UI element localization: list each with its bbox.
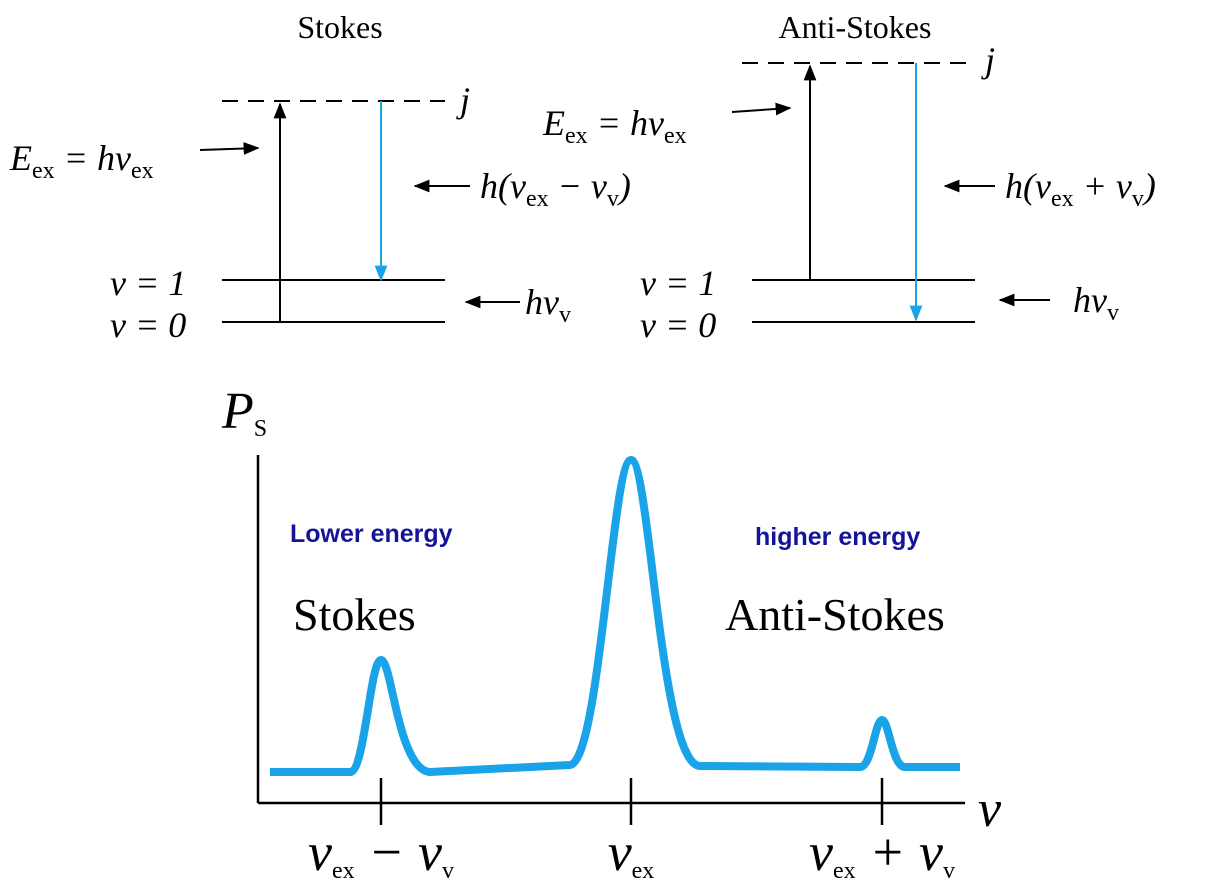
formula-part: v <box>442 858 454 884</box>
virtual-level-label: j <box>456 80 470 120</box>
formula-part: ex <box>565 123 588 149</box>
excitation-label: Eex = hνex <box>9 138 154 184</box>
level-label: v = 1 <box>640 263 716 303</box>
tick-label: νex + νv <box>809 822 955 884</box>
formula-part: + ν <box>1074 166 1132 206</box>
spectrum-curve <box>270 456 960 776</box>
excitation-label: Eex = hνex <box>542 103 687 149</box>
vibration-label: hνv <box>525 282 571 328</box>
formula-part: = hν <box>588 103 664 143</box>
title: Anti-Stokes <box>779 9 932 45</box>
formula-part: − ν <box>549 166 607 206</box>
level-label: v = 0 <box>110 305 186 345</box>
formula-part: ex <box>833 858 856 884</box>
emission-label: h(νex + νv) <box>1005 166 1156 212</box>
formula-part: − ν <box>355 822 442 882</box>
formula-part: ) <box>617 166 631 206</box>
formula-part: ν <box>809 822 833 882</box>
spectrum-axes <box>256 455 965 825</box>
level-label: v = 0 <box>640 305 716 345</box>
formula-part: ex <box>32 158 55 184</box>
formula-part: ex <box>332 858 355 884</box>
peak-label: Anti-Stokes <box>725 589 945 640</box>
stokes-lines <box>199 100 520 323</box>
formula-part: E <box>9 138 32 178</box>
formula-part: ex <box>526 186 549 212</box>
x-axis-label: ν <box>978 781 1002 838</box>
formula-part: ν <box>608 822 632 882</box>
formula-part: + ν <box>856 822 943 882</box>
peak-label: Stokes <box>293 589 416 640</box>
level-label: v = 1 <box>110 263 186 303</box>
virtual-level-label: j <box>981 40 995 80</box>
tick-label: νex <box>608 822 655 884</box>
pointer <box>199 142 260 155</box>
y-axis-label: PS <box>221 383 267 442</box>
formula-part: ex <box>664 123 687 149</box>
formula-part: v <box>1107 300 1119 326</box>
anti-stokes-lines <box>731 62 1050 323</box>
formula-part: P <box>221 383 254 440</box>
note: Lower energy <box>290 520 453 548</box>
pointer <box>731 102 792 116</box>
formula-part: E <box>542 103 565 143</box>
formula-part: v <box>1132 186 1144 212</box>
emission-label: h(νex − νv) <box>480 166 631 212</box>
formula-part: ex <box>1051 186 1074 212</box>
note: higher energy <box>755 523 920 551</box>
formula-part: v <box>607 186 619 212</box>
formula-part: S <box>254 416 267 442</box>
tick-label: νex − νv <box>308 822 454 884</box>
formula-part: ) <box>1142 166 1156 206</box>
title: Stokes <box>297 9 382 45</box>
formula-part: v <box>943 858 955 884</box>
formula-part: ex <box>131 158 154 184</box>
formula-part: hν <box>525 282 559 322</box>
formula-part: ex <box>632 858 655 884</box>
formula-part: ν <box>308 822 332 882</box>
formula-part: = hν <box>55 138 131 178</box>
formula-part: h(ν <box>1005 166 1051 206</box>
formula-part: v <box>559 302 571 328</box>
formula-part: hν <box>1073 280 1107 320</box>
formula-part: h(ν <box>480 166 526 206</box>
vibration-label: hνv <box>1073 280 1119 326</box>
